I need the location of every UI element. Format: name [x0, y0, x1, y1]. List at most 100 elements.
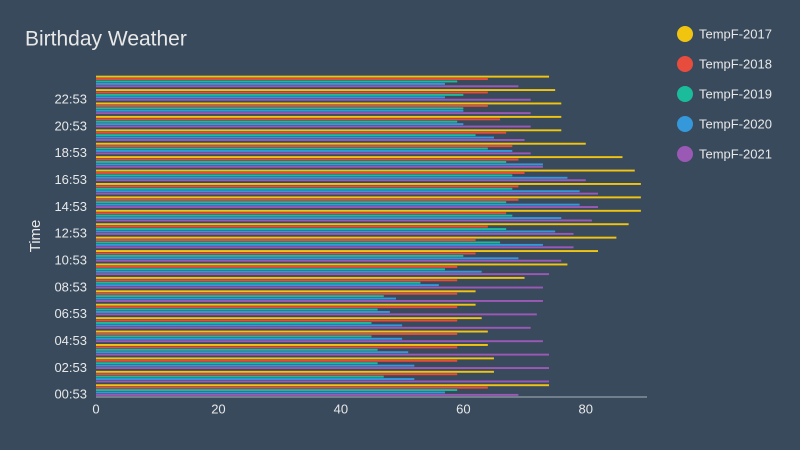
bar — [96, 367, 550, 370]
legend-marker — [677, 86, 693, 102]
bar — [96, 161, 507, 163]
bar — [96, 206, 599, 209]
bar — [96, 91, 488, 94]
bar — [96, 351, 409, 354]
bar — [96, 250, 599, 253]
bar — [96, 209, 641, 212]
bar — [96, 232, 574, 235]
y-axis-title: Time — [27, 220, 44, 253]
bar — [96, 183, 641, 185]
bar — [96, 107, 464, 110]
bar — [96, 158, 519, 161]
bar — [96, 187, 513, 190]
bar — [96, 190, 580, 193]
legend-label: TempF-2019 — [699, 86, 772, 101]
bar — [96, 386, 488, 389]
bar — [96, 98, 531, 101]
legend-marker — [677, 116, 693, 132]
bar — [96, 326, 531, 329]
bar — [96, 134, 476, 137]
bar — [96, 284, 439, 287]
y-tick-label: 12:53 — [54, 226, 87, 241]
bar — [96, 306, 458, 309]
bar — [96, 243, 543, 246]
bar — [96, 120, 458, 123]
legend-marker — [677, 26, 693, 42]
bar — [96, 340, 543, 343]
bar — [96, 362, 378, 365]
bar — [96, 145, 513, 148]
bar — [96, 270, 482, 273]
bar — [96, 276, 525, 279]
bar — [96, 346, 458, 349]
x-tick-label: 0 — [92, 401, 99, 416]
bar — [96, 129, 562, 132]
bar — [96, 333, 458, 335]
bar — [96, 223, 629, 226]
bar — [96, 212, 507, 215]
bar — [96, 364, 415, 367]
bar — [96, 147, 488, 150]
bar — [96, 259, 562, 262]
bar — [96, 337, 403, 340]
bar — [96, 273, 550, 276]
bar — [96, 373, 458, 376]
bar — [96, 324, 403, 327]
bar — [96, 174, 513, 177]
bar — [96, 142, 586, 145]
bar — [96, 165, 543, 168]
y-tick-label: 18:53 — [54, 145, 87, 160]
bar — [96, 391, 445, 394]
bar — [96, 96, 445, 99]
legend-label: TempF-2021 — [699, 146, 772, 161]
x-tick-label: 60 — [456, 401, 470, 416]
bar — [96, 303, 476, 306]
y-tick-label: 08:53 — [54, 279, 87, 294]
bar — [96, 109, 464, 112]
bar — [96, 80, 458, 83]
bar — [96, 322, 372, 324]
bar — [96, 138, 525, 141]
legend-marker — [677, 56, 693, 72]
y-tick-label: 06:53 — [54, 306, 87, 321]
bar — [96, 297, 396, 300]
bar — [96, 156, 623, 159]
bar — [96, 179, 586, 182]
bar — [96, 317, 482, 320]
bar — [96, 123, 464, 126]
bar — [96, 198, 519, 201]
bar — [96, 118, 501, 121]
bar — [96, 313, 537, 316]
y-tick-label: 10:53 — [54, 253, 87, 268]
bar — [96, 104, 488, 107]
bar — [96, 378, 415, 381]
bar — [96, 254, 464, 257]
bar — [96, 375, 384, 378]
bar — [96, 359, 458, 362]
bar — [96, 201, 507, 204]
y-tick-label: 04:53 — [54, 333, 87, 348]
bar — [96, 344, 488, 346]
bar — [96, 192, 599, 195]
bar — [96, 239, 476, 242]
bar — [96, 219, 592, 222]
bar — [96, 357, 494, 360]
legend-label: TempF-2018 — [699, 56, 772, 71]
bar — [96, 393, 519, 396]
bar — [96, 225, 488, 228]
y-tick-label: 14:53 — [54, 199, 87, 214]
bar — [96, 330, 488, 333]
bar — [96, 353, 550, 356]
x-tick-label: 40 — [334, 401, 348, 416]
bar — [96, 370, 494, 373]
y-tick-label: 16:53 — [54, 172, 87, 187]
bar — [96, 102, 562, 105]
bar — [96, 149, 513, 152]
bar — [96, 295, 384, 298]
bar — [96, 265, 458, 268]
bar — [96, 85, 519, 88]
bar — [96, 252, 476, 255]
bar — [96, 203, 580, 206]
bar — [96, 236, 617, 239]
